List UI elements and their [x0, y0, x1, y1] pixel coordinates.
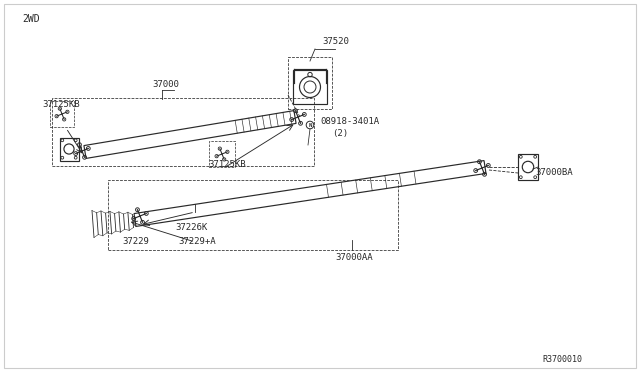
Circle shape [306, 121, 314, 129]
Text: 37125KB: 37125KB [208, 160, 246, 169]
Text: R3700010: R3700010 [542, 355, 582, 364]
Text: N: N [308, 122, 312, 128]
Text: (2): (2) [332, 129, 348, 138]
Text: 37000BA: 37000BA [535, 168, 573, 177]
Text: 37000AA: 37000AA [335, 253, 372, 262]
Bar [60, 138, 79, 160]
Text: 37229: 37229 [122, 237, 149, 246]
Text: 37125KB: 37125KB [42, 100, 79, 109]
Text: 08918-3401A: 08918-3401A [320, 117, 379, 126]
Text: 37520: 37520 [322, 37, 349, 46]
Text: 2WD: 2WD [22, 14, 40, 24]
Bar [288, 57, 332, 109]
Bar [108, 180, 398, 250]
Bar [52, 98, 314, 166]
Bar [50, 101, 74, 127]
Bar [518, 154, 538, 180]
Bar [293, 70, 327, 104]
Text: 37229+A: 37229+A [178, 237, 216, 246]
Text: 37226K: 37226K [175, 223, 207, 232]
Bar [209, 141, 235, 167]
Text: 37000: 37000 [152, 80, 179, 89]
